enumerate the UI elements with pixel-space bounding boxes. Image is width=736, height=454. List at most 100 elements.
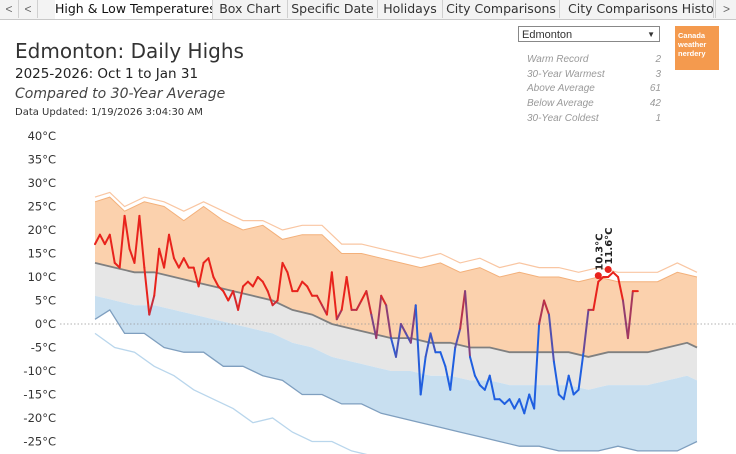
stat-label: 30-Year Coldest [527,112,599,124]
plot-area [60,191,736,454]
tab-bar: < < High & Low Temperatures Box Chart Sp… [0,0,736,20]
daily-high-segment [182,257,190,269]
daily-high-segment [123,214,131,250]
daily-high-segment [577,351,585,391]
daily-high-segment [380,294,388,307]
daily-high-segment [621,299,629,340]
daily-high-segment [168,233,175,260]
daily-high-segment [626,290,634,340]
tab-box-chart[interactable]: Box Chart [213,0,288,18]
daily-high-segment [612,271,620,278]
daily-high-segment [158,247,166,269]
stat-row: Below Average 42 [527,97,661,112]
chevron-left-icon: < [5,2,13,16]
stat-label: Above Average [527,83,595,95]
daily-high-segment [597,276,605,283]
daily-high-segment [340,276,348,311]
tab-scroll-left[interactable]: < [0,0,19,18]
daily-high-segment [94,233,101,246]
daily-high-segment [153,247,161,297]
daily-high-segment [473,374,481,387]
daily-high-segment [237,285,245,311]
daily-high-segment [133,214,141,264]
daily-high-segment [518,398,526,415]
daily-high-segment [192,266,200,288]
daily-high-segment [592,280,600,311]
chevron-right-icon: > [722,2,730,16]
daily-high-segment [172,257,180,269]
daily-high-segment [409,304,417,344]
stat-label: 30-Year Warmest [527,68,605,80]
data-updated-text: Data Updated: 1/19/2026 3:04:30 AM [15,107,203,118]
warmest-line [94,196,698,283]
daily-high-segment [242,280,249,288]
daily-high-segment [251,276,259,288]
daily-high-segment [523,393,531,415]
stats-summary: Warm Record 2 30-Year Warmest 3 Above Av… [527,53,661,126]
y-tick-label: 20°C [28,223,56,237]
brand-logo-link[interactable]: Canada weather nerdery [675,26,719,70]
daily-high-segment [469,355,476,377]
daily-high-segment [261,280,269,293]
stat-label: Warm Record [527,54,589,65]
tab-scroll-left-2[interactable]: < [19,0,38,18]
y-axis: -25°C -20°C -15°C -10°C -5°C 0°C 5°C 10°C 15°C 20… [23,129,56,449]
daily-high-segment [138,214,146,269]
tab-city-comparisons-histogram[interactable]: City Comparisons Histogr [560,0,714,18]
annotations-layer: 10.3°C11.6°C [594,227,615,280]
tab-city-comparisons[interactable]: City Comparisons [443,0,560,18]
city-select[interactable]: Edmonton ▼ [518,26,660,42]
y-tick-label: -5°C [31,341,56,355]
y-tick-label: 10°C [28,270,56,284]
daily-high-segment [246,280,254,288]
daily-high-segment [276,261,284,302]
stat-label: Below Average [527,98,594,110]
daily-high-segment [567,374,575,396]
daily-high-segment [385,304,393,340]
daily-high-segment [177,257,185,269]
daily-high-segment [429,332,437,354]
lines-layer [94,191,698,454]
daily-high-segment [533,323,541,410]
y-tick-label: -15°C [23,388,56,402]
chevron-down-icon: ▼ [647,30,655,39]
tab-high-low-temperatures[interactable]: High & Low Temperatures [55,0,213,19]
daily-high-segment [459,290,467,330]
daily-high-segment [454,327,462,349]
daily-high-segment [128,247,136,264]
stat-row: Warm Record 2 [527,53,661,68]
daily-high-segment [508,398,516,410]
tab-specific-date[interactable]: Specific Date [288,0,378,18]
daily-high-segment [345,276,353,311]
comparison-caption: Compared to 30-Year Average [15,86,226,102]
daily-high-segment [424,332,432,358]
daily-high-segment [478,384,486,391]
record-high-line [94,191,698,273]
daily-high-segment [197,261,205,288]
daily-high-segment [286,271,294,293]
annotation-label: 11.6°C [604,227,615,264]
daily-high-segment [296,280,304,293]
daily-high-segment [222,290,230,302]
daily-high-segment [118,214,126,269]
stat-row: 30-Year Warmest 3 [527,68,661,83]
daily-high-segment [488,374,496,401]
daily-high-segment [503,398,511,405]
daily-high-segment [439,351,447,368]
daily-high-segment [266,290,274,307]
stat-row: 30-Year Coldest 1 [527,112,661,127]
daily-high-segment [395,323,402,358]
y-tick-label: 25°C [28,200,56,214]
stat-value: 42 [649,98,661,110]
daily-high-segment [360,290,368,302]
chevron-left-icon: < [24,2,32,16]
daily-high-segment [607,271,615,278]
daily-high-segment [449,346,457,391]
page-title: Edmonton: Daily Highs [15,39,244,63]
daily-high-segment [513,398,521,410]
daily-high-segment [617,276,624,302]
y-tick-label: 35°C [28,153,56,167]
tab-scroll-right[interactable]: > [715,0,736,18]
tab-holidays[interactable]: Holidays [378,0,443,18]
coldest-line [94,309,698,452]
